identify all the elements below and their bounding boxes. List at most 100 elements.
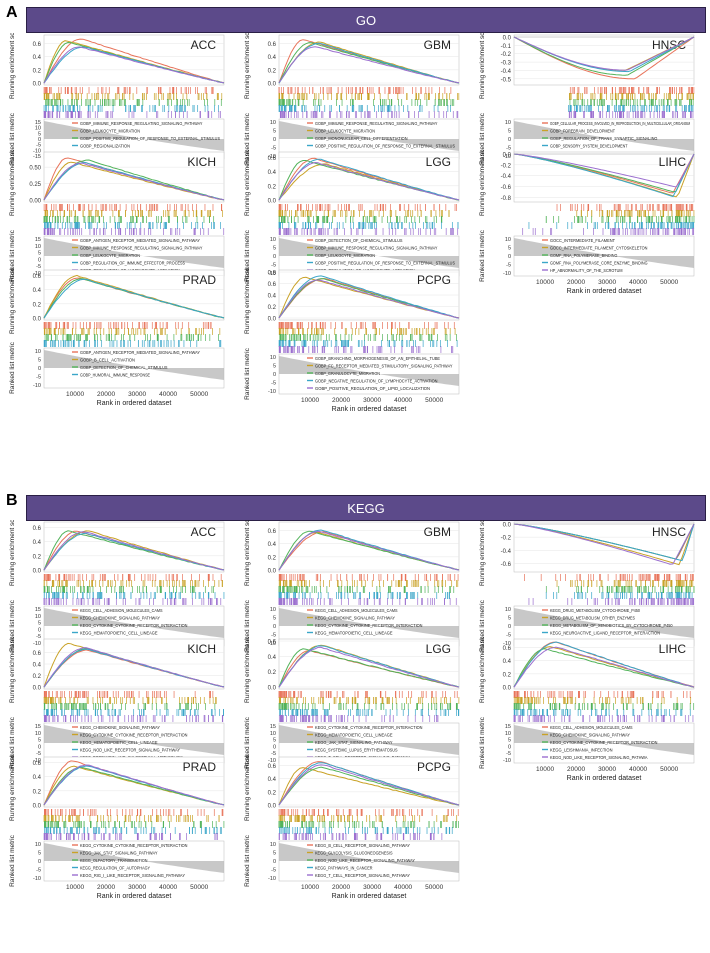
gsea-svg: 0.6 0.4 0.2 0.0 LGG Running enrichment score 1… bbox=[244, 627, 460, 782]
legend-label: GOBP_REGIONALIZATION bbox=[80, 143, 130, 148]
metric-tick-label: -5 bbox=[506, 263, 511, 269]
legend-label: KEGG_HEMATOPOIETIC_CELL_LINEAGE bbox=[315, 732, 393, 737]
x-tick-label: 40000 bbox=[629, 766, 647, 773]
hit-bar-1 bbox=[278, 691, 458, 698]
metric-tick-label: -10 bbox=[503, 758, 511, 764]
metric-tick-label: 5 bbox=[273, 616, 276, 622]
x-tick-label: 10000 bbox=[301, 884, 319, 891]
legend-label: KEGG_CHEMOKINE_SIGNALING_PATHWAY bbox=[550, 732, 630, 737]
metric-tick-label: 10 bbox=[35, 244, 41, 250]
metric-axis-label: Ranked list metric bbox=[244, 716, 251, 768]
x-tick-label: 50000 bbox=[190, 391, 208, 398]
metric-tick-label: 10 bbox=[270, 237, 276, 243]
es-axis-label: Running enrichment score bbox=[244, 33, 251, 99]
metric-panel bbox=[43, 840, 225, 882]
gsea-plot-kegg-gbm: 0.6 0.4 0.2 0.0 GBM Running enrichment score 1… bbox=[237, 510, 467, 670]
es-tick-label: 0.0 bbox=[268, 804, 277, 810]
es-tick-label: 0.0 bbox=[268, 82, 277, 88]
metric-tick-label: -5 bbox=[506, 633, 511, 639]
es-tick-label: 0.2 bbox=[268, 305, 277, 311]
gsea-svg: 0.6 0.4 0.2 0.0 LIHC Running enrichment score… bbox=[479, 627, 695, 782]
hit-bar-4 bbox=[43, 592, 225, 599]
hit-bar-1 bbox=[43, 691, 214, 698]
metric-tick-label: 15 bbox=[505, 724, 511, 730]
hit-bar-4 bbox=[278, 340, 458, 347]
hit-bar-3 bbox=[278, 586, 455, 593]
es-tick-label: -0.2 bbox=[501, 52, 512, 58]
metric-tick-label: 15 bbox=[270, 724, 276, 730]
es-tick-label: 0.4 bbox=[268, 170, 277, 176]
hit-bar-3 bbox=[44, 334, 219, 341]
es-curve-5 bbox=[278, 764, 460, 806]
hit-bar-4 bbox=[43, 105, 219, 112]
hit-bar-1 bbox=[43, 87, 214, 94]
legend-label: GOMF_RNA_POLYMERASE_CORE_ENZYME_BINDING bbox=[550, 260, 648, 265]
es-curve-3 bbox=[513, 36, 695, 76]
gsea-plot-kegg-acc: 0.6 0.4 0.2 0.0 ACC Running enrichment score 1… bbox=[2, 510, 232, 670]
legend-label: GOBP_HUMORAL_IMMUNE_RESPONSE bbox=[80, 372, 150, 377]
legend-label: GOBP_BRANCHING_MORPHOGENESIS_OF_AN_EPITH… bbox=[315, 356, 440, 361]
hit-bar-2 bbox=[43, 580, 223, 587]
metric-tick-label: 5 bbox=[508, 738, 511, 744]
metric-tick-label: -5 bbox=[36, 634, 41, 640]
hit-bar-1 bbox=[513, 691, 691, 698]
hit-bar-4 bbox=[44, 222, 221, 229]
es-curve-5 bbox=[278, 161, 460, 201]
gsea-plot-kegg-prad: 0.6 0.4 0.2 0.0 PRAD Running enrichment score… bbox=[2, 745, 232, 905]
metric-tick-label: 5 bbox=[38, 131, 41, 137]
metric-tick-label: 5 bbox=[273, 738, 276, 744]
hit-bar-5 bbox=[43, 228, 225, 235]
es-tick-label: -0.2 bbox=[501, 536, 512, 542]
legend-label: KEGG_CYTOKINE_CYTOKINE_RECEPTOR_INTERACT… bbox=[550, 740, 658, 745]
legend-label: KEGG_OLFACTORY_TRANSDUCTION bbox=[80, 858, 148, 863]
hit-bar-2 bbox=[513, 697, 692, 704]
legend-label: GOBP_FOREBRAIN_DEVELOPMENT bbox=[550, 128, 615, 133]
metric-tick-label: 0 bbox=[508, 137, 511, 143]
legend-label: KEGG_CELL_ADHESION_MOLECULES_CAMS bbox=[315, 608, 398, 613]
x-tick-label: 30000 bbox=[128, 391, 146, 398]
x-tick-label: 40000 bbox=[629, 279, 647, 286]
x-tick-label: 20000 bbox=[97, 391, 115, 398]
x-tick-label: 10000 bbox=[301, 397, 319, 404]
metric-tick-label: -10 bbox=[33, 641, 41, 647]
x-tick-label: 30000 bbox=[598, 766, 616, 773]
es-curve-5 bbox=[278, 530, 460, 571]
metric-tick-label: 0 bbox=[38, 859, 41, 865]
metric-tick-label: -5 bbox=[36, 264, 41, 270]
es-tick-label: -0.1 bbox=[501, 44, 512, 50]
hit-bar-3 bbox=[545, 216, 695, 223]
metric-tick-label: -5 bbox=[36, 868, 41, 874]
metric-tick-label: 5 bbox=[38, 251, 41, 257]
es-tick-label: 0.2 bbox=[33, 674, 42, 680]
es-tick-label: 0.6 bbox=[268, 764, 277, 770]
metric-tick-label: 5 bbox=[273, 246, 276, 252]
es-tick-label: 0.0 bbox=[33, 686, 42, 692]
es-tick-label: 0.2 bbox=[33, 302, 42, 308]
legend-label: KEGG_DRUG_METABOLISM_OTHER_ENZYMES bbox=[550, 615, 635, 620]
legend-label: KEGG_CYTOKINE_CYTOKINE_RECEPTOR_INTERACT… bbox=[80, 732, 188, 737]
metric-tick-label: -10 bbox=[268, 389, 276, 395]
x-tick-label: 50000 bbox=[660, 279, 678, 286]
legend-label: GOBP_POSITIVE_REGULATION_OF_RESPONSE_TO_… bbox=[315, 260, 455, 265]
metric-tick-label: 0 bbox=[273, 859, 276, 865]
es-tick-label: 0.2 bbox=[503, 672, 512, 678]
x-tick-label: 40000 bbox=[159, 391, 177, 398]
metric-tick-label: 5 bbox=[273, 851, 276, 857]
metric-tick-label: -5 bbox=[271, 633, 276, 639]
hit-bar-4 bbox=[279, 709, 460, 716]
es-curve-5 bbox=[43, 531, 225, 571]
hit-bar-3 bbox=[278, 99, 455, 106]
metric-tick-label: -10 bbox=[33, 271, 41, 277]
legend-label: GOBP_B_CELL_ACTIVATION bbox=[80, 357, 135, 362]
legend-label: KEGG_CYTOKINE_CYTOKINE_RECEPTOR_INTERACT… bbox=[80, 623, 188, 628]
hit-bar-5 bbox=[278, 833, 443, 840]
x-tick-label: 20000 bbox=[97, 884, 115, 891]
es-tick-label: 0.8 bbox=[268, 271, 277, 277]
es-tick-label: 0.6 bbox=[33, 42, 42, 48]
gsea-plot-kegg-pcpg: 0.6 0.4 0.2 0.0 PCPG Running enrichment score… bbox=[237, 745, 467, 905]
hit-bar-5 bbox=[278, 346, 454, 353]
metric-tick-label: 15 bbox=[35, 237, 41, 243]
es-axis-label: Running enrichment score bbox=[479, 637, 486, 703]
hit-bar-1 bbox=[278, 322, 455, 329]
metric-tick-label: -10 bbox=[268, 154, 276, 160]
